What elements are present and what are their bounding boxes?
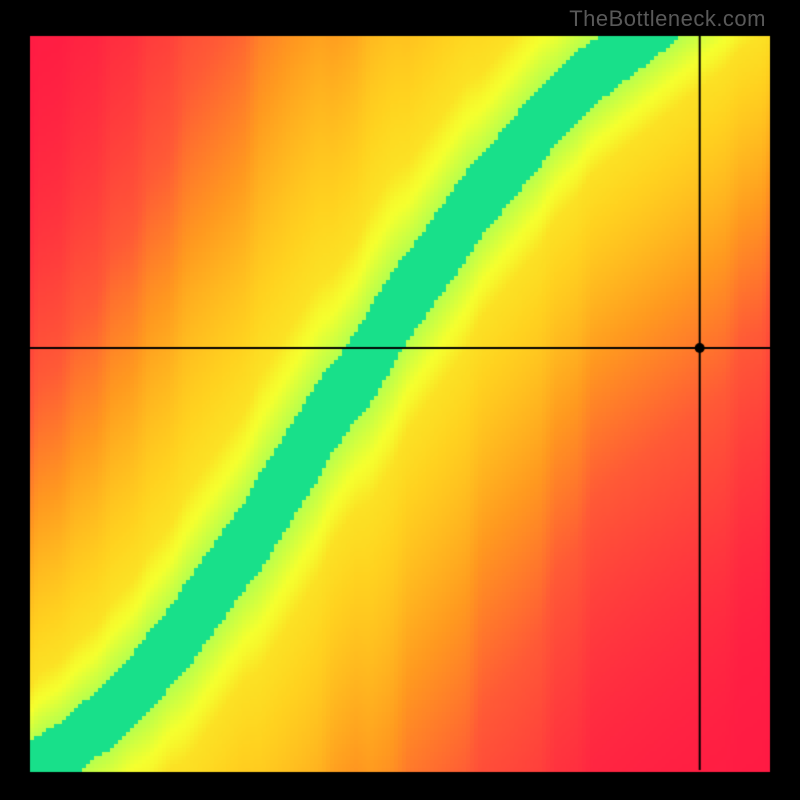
- bottleneck-heatmap-canvas: [0, 0, 800, 800]
- chart-container: TheBottleneck.com: [0, 0, 800, 800]
- watermark-text: TheBottleneck.com: [569, 6, 766, 32]
